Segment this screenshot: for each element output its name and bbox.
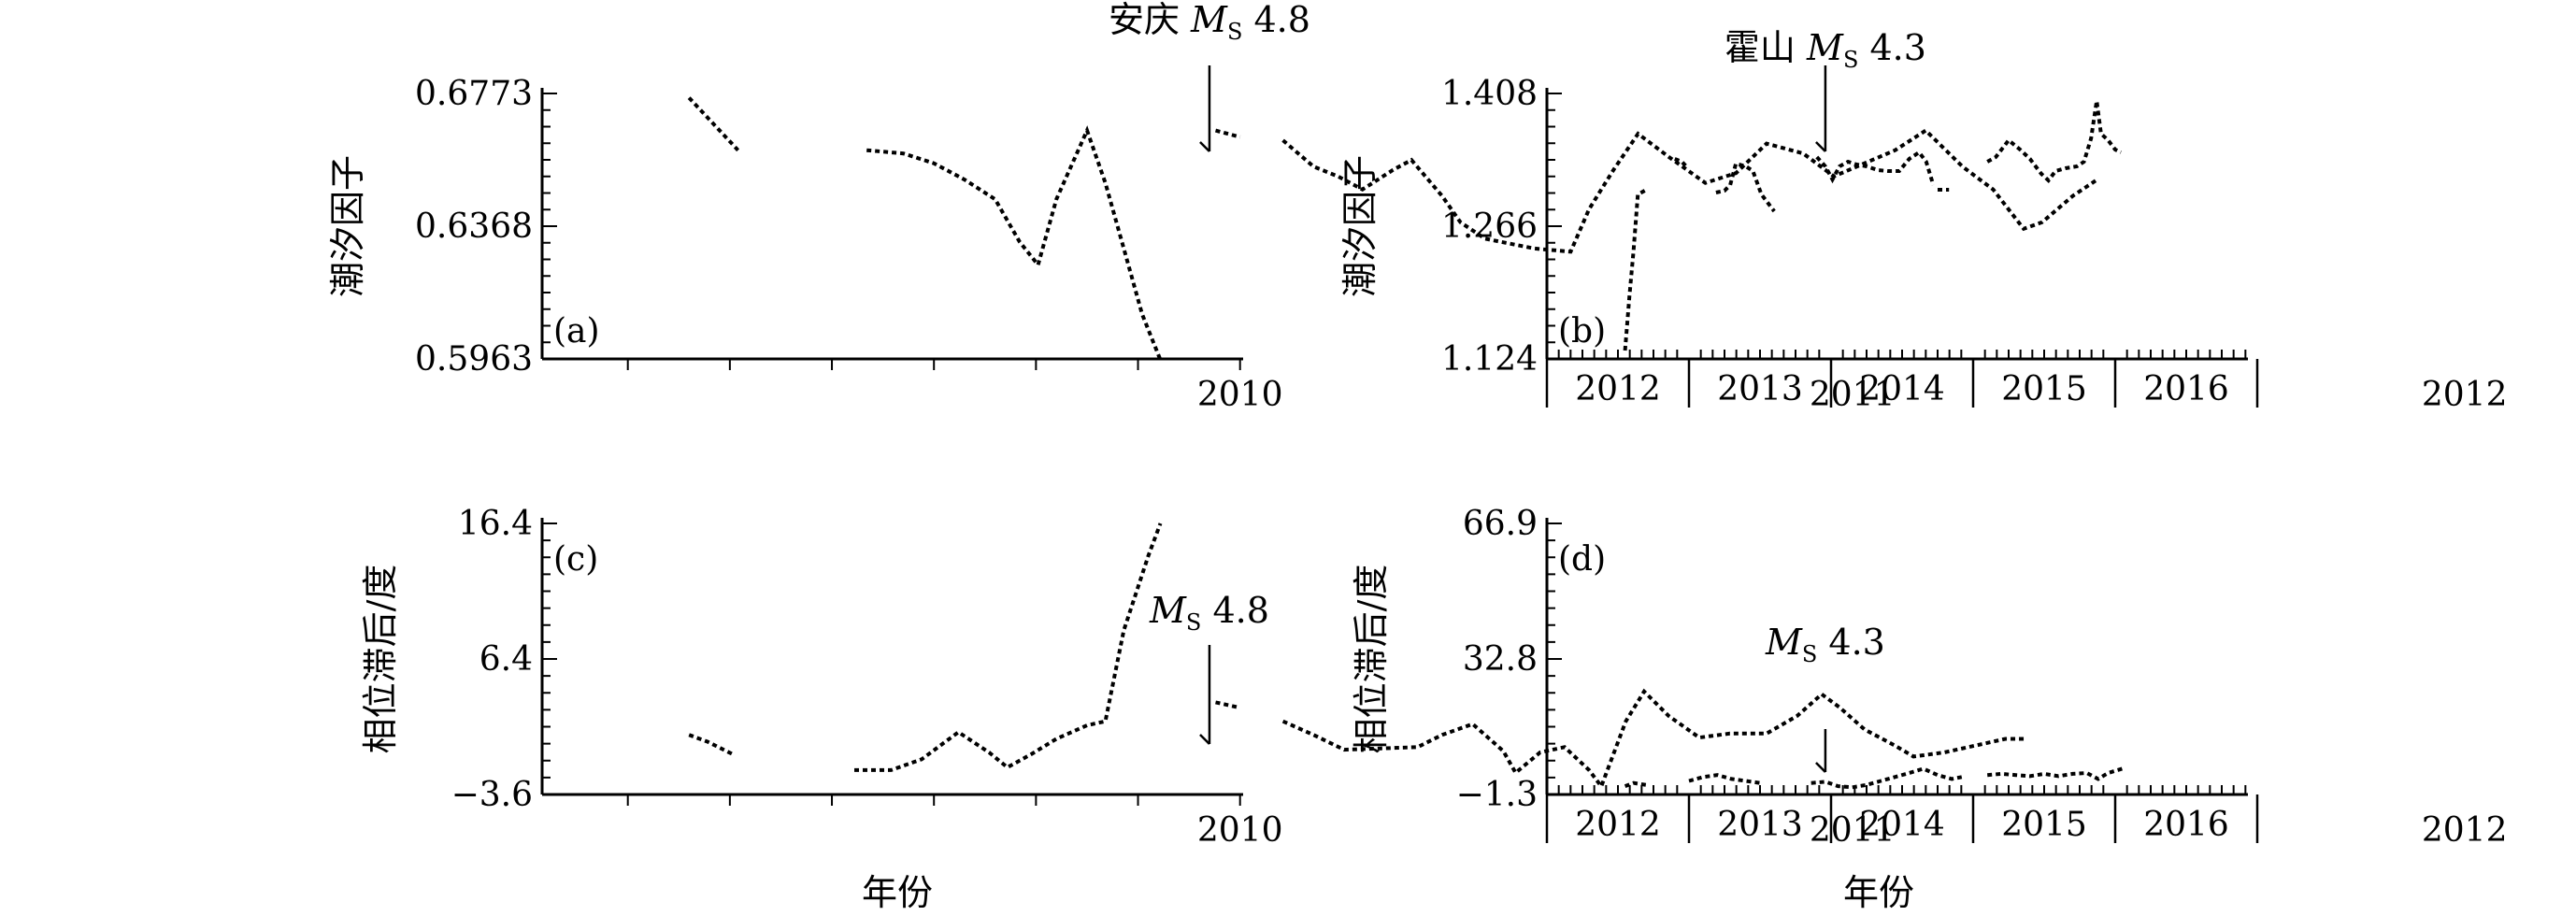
earthquake-arrow: [1815, 65, 1827, 152]
earthquake-annotation: 安庆 MS 4.8: [1109, 0, 1310, 45]
y-tick-label: 1.266: [1441, 208, 1538, 246]
y-axis-label: 潮汐因子: [327, 155, 368, 297]
series-line: [1715, 161, 1776, 213]
annotation-magnitude-subscript: S: [1227, 19, 1242, 45]
y-tick-label: 1.124: [1441, 340, 1538, 379]
x-tick-label: 2015: [2001, 806, 2087, 844]
annotation-magnitude-symbol: M: [1190, 0, 1228, 40]
annotation-magnitude-subscript: S: [1186, 609, 1201, 636]
annotation-magnitude-subscript: S: [1802, 641, 1817, 667]
series-line: [1986, 100, 2122, 183]
x-tick-label: 2016: [2143, 806, 2229, 844]
panel-label: (c): [553, 540, 598, 579]
annotation-magnitude-symbol: M: [1149, 590, 1187, 631]
panel-b: 1.408 1.266 1.124 潮汐因子 (b) 2012 2013 2014 2015 20…: [1339, 27, 2259, 408]
x-axis-label-right: 年份: [1843, 872, 1914, 913]
y-tick-label: 1.408: [1441, 75, 1538, 113]
y-axis-label: 相位滞后/度: [360, 565, 401, 754]
series-line: [866, 125, 1163, 361]
y-tick-label: 0.6773: [415, 75, 533, 113]
series-line: [1815, 150, 1936, 186]
x-tick-label: 2012: [2422, 376, 2508, 414]
arrow-head: [1815, 762, 1826, 773]
x-tick-label: 2012: [1575, 370, 1661, 408]
earthquake-arrow: [1199, 645, 1211, 745]
x-tick-label: 2014: [1859, 370, 1945, 408]
earthquake-arrow: [1199, 65, 1211, 152]
x-tick-label: 2013: [1717, 370, 1803, 408]
arrow-head: [1199, 734, 1210, 745]
x-tick-label: 2012: [1575, 806, 1661, 844]
earthquake-annotation: MS 4.3: [1765, 622, 1885, 667]
series-line: [1810, 766, 1963, 790]
x-tick-label: 2014: [1859, 806, 1945, 844]
series-line: [1987, 766, 2124, 781]
annotation-magnitude-value: 4.8: [1201, 590, 1269, 631]
arrow-head: [1815, 141, 1826, 152]
x-tick-label: 2011: [1810, 376, 1896, 414]
annotation-magnitude-value: 4.3: [1817, 622, 1885, 663]
panel-label: (d): [1558, 540, 1606, 579]
earthquake-annotation: 霍山 MS 4.3: [1724, 27, 1926, 73]
x-axis-label-left: 年份: [862, 872, 933, 913]
series-line: [1281, 128, 2098, 254]
y-tick-label: 16.4: [458, 505, 533, 543]
series-line: [1688, 773, 1761, 785]
annotation-magnitude-value: 4.3: [1858, 27, 1926, 68]
series-line: [1214, 128, 1241, 139]
y-axis-label: 相位滞后/度: [1351, 565, 1392, 754]
x-tick-label: 2016: [2143, 370, 2229, 408]
panel-label: (b): [1558, 312, 1606, 351]
series-line: [1624, 780, 1647, 788]
series-line: [1623, 188, 1648, 351]
panel-a: 0.6773 0.6368 0.5963 潮汐因子 (a) 2010 2011 2012 安庆 …: [327, 0, 2508, 414]
y-tick-label: −1.3: [1456, 776, 1538, 814]
panel-d: 66.9 32.8 −1.3 相位滞后/度 (d) 2012 2013 2014 2015 201…: [1351, 505, 2259, 844]
y-tick-label: 32.8: [1463, 640, 1538, 679]
annotation-magnitude-symbol: M: [1806, 27, 1844, 68]
annotation-place: 安庆: [1109, 0, 1191, 40]
y-tick-label: −3.6: [451, 776, 533, 814]
series-line: [688, 733, 733, 756]
x-tick-label: 2011: [1810, 811, 1896, 850]
series-line: [687, 96, 740, 152]
arrow-head: [1199, 141, 1210, 152]
y-tick-label: 6.4: [479, 640, 533, 679]
panel-label: (a): [553, 312, 600, 351]
x-tick-label: 2010: [1197, 811, 1283, 850]
x-tick-label: 2010: [1197, 376, 1283, 414]
x-tick-label: 2013: [1717, 806, 1803, 844]
annotation-magnitude-subscript: S: [1843, 47, 1858, 73]
y-tick-label: 66.9: [1463, 505, 1538, 543]
annotation-magnitude-value: 4.8: [1242, 0, 1310, 40]
annotation-magnitude-symbol: M: [1765, 622, 1803, 663]
series-line: [1281, 688, 2025, 791]
series-line: [1215, 700, 1241, 710]
x-tick-label: 2015: [2001, 370, 2087, 408]
x-tick-label: 2012: [2422, 811, 2508, 850]
annotation-place: 霍山: [1724, 27, 1807, 68]
y-tick-label: 0.5963: [415, 340, 533, 379]
series-line: [1674, 157, 1688, 168]
y-axis-label: 潮汐因子: [1339, 155, 1381, 297]
series-line: [854, 522, 1163, 772]
earthquake-annotation: MS 4.8: [1149, 590, 1269, 636]
earthquake-arrow: [1815, 729, 1827, 773]
y-tick-label: 0.6368: [415, 208, 533, 246]
